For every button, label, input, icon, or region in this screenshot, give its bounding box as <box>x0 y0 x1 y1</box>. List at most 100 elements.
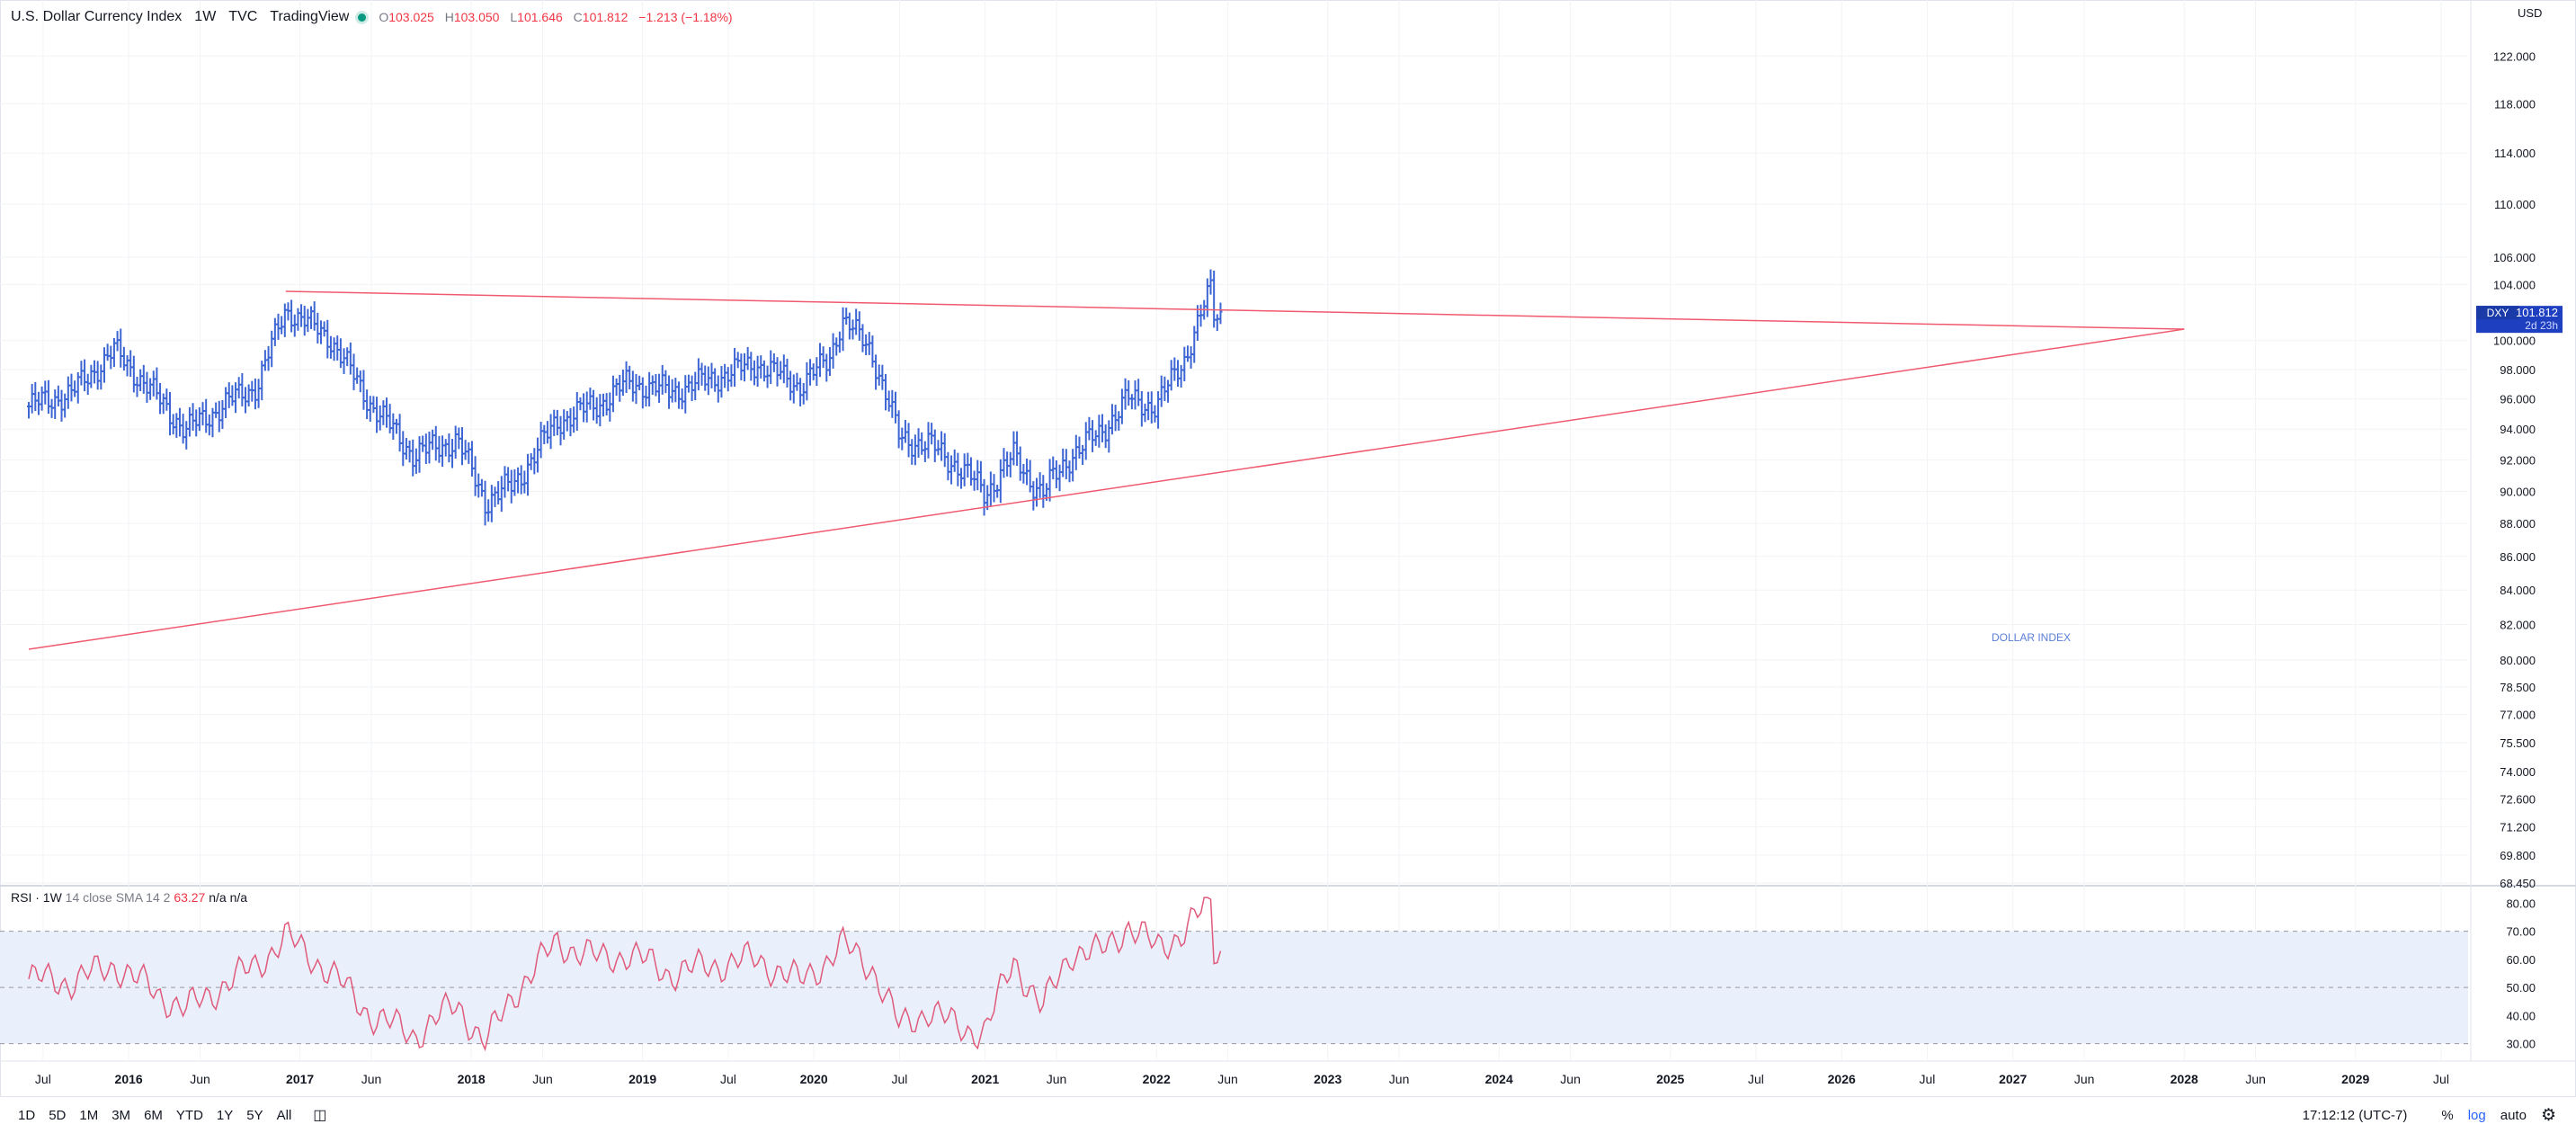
y-tick-label: 92.000 <box>2500 453 2536 467</box>
high-value: 103.050 <box>453 10 500 24</box>
y-tick-label: 78.500 <box>2500 681 2536 694</box>
x-tick-label: 2019 <box>628 1072 656 1086</box>
close-label: C <box>573 10 583 24</box>
y-tick-label: 82.000 <box>2500 619 2536 632</box>
ohlc-values: O103.025 H103.050 L101.646 C101.812 −1.2… <box>379 10 739 24</box>
range-button-ytd[interactable]: YTD <box>175 1107 203 1123</box>
x-tick-label: 2024 <box>1485 1072 1513 1086</box>
y-tick-label: 77.000 <box>2500 709 2536 722</box>
x-tick-label: 2029 <box>2341 1072 2369 1086</box>
x-tick-label: 2028 <box>2170 1072 2198 1086</box>
x-tick-label: Jun <box>190 1072 210 1086</box>
x-tick-label: Jul <box>1920 1072 1936 1086</box>
x-tick-label: Jul <box>2433 1072 2449 1086</box>
rsi-tick-label: 70.00 <box>2506 925 2536 939</box>
x-tick-label: 2020 <box>800 1072 828 1086</box>
y-tick-label: 98.000 <box>2500 363 2536 377</box>
auto-toggle[interactable]: auto <box>2500 1107 2527 1123</box>
range-buttons: 1D 5D 1M 3M 6M YTD 1Y 5Y All <box>18 1108 291 1123</box>
open-label: O <box>379 10 389 24</box>
x-tick-label: Jun <box>1560 1072 1581 1086</box>
x-tick-label: Jun <box>1217 1072 1238 1086</box>
x-tick-label: 2016 <box>115 1072 143 1086</box>
y-tick-label: 104.000 <box>2493 278 2536 291</box>
rsi-na-1: n/a <box>209 890 227 905</box>
x-tick-label: 2022 <box>1143 1072 1171 1086</box>
x-tick-label: 2027 <box>1999 1072 2027 1086</box>
y-tick-label: 69.800 <box>2500 849 2536 862</box>
gear-icon[interactable]: ⚙ <box>2540 1105 2556 1125</box>
bar-countdown: 2d 23h <box>2525 319 2558 332</box>
y-tick-label: 110.000 <box>2494 198 2536 211</box>
rsi-line <box>28 897 1222 1052</box>
y-tick-label: 114.000 <box>2494 147 2536 160</box>
range-button-3m[interactable]: 3M <box>111 1107 131 1123</box>
rsi-tick-label: 40.00 <box>2506 1009 2536 1022</box>
dollar-index-annotation: DOLLAR INDEX <box>1992 631 2071 644</box>
y-tick-label: 94.000 <box>2500 423 2536 436</box>
price-chart[interactable]: Jul 2016 Jun 2017 Jun 2018 Jun 2019 Jul 2020 Jul 20… <box>0 0 2576 1097</box>
trendline <box>28 328 2185 650</box>
high-label: H <box>444 10 454 24</box>
x-tick-label: Jul <box>35 1072 51 1086</box>
percent-toggle[interactable]: % <box>2441 1107 2454 1123</box>
interval-label[interactable]: 1W <box>194 9 217 24</box>
x-tick-label: Jul <box>720 1072 736 1086</box>
y-tick-label: 122.000 <box>2493 49 2536 63</box>
range-button-1m[interactable]: 1M <box>79 1107 99 1123</box>
rsi-header: RSI · 1W 14 close SMA 14 2 63.27 n/a n/a <box>11 890 247 905</box>
symbol-box <box>2476 306 2519 320</box>
range-button-1d[interactable]: 1D <box>18 1107 36 1123</box>
trendline <box>285 290 2185 330</box>
y-tick-label: 88.000 <box>2500 517 2536 531</box>
exchange-label: TVC <box>228 9 258 24</box>
source-label: TradingView <box>270 9 350 24</box>
x-tick-label: Jun <box>532 1072 553 1086</box>
x-tick-label: 2018 <box>458 1072 486 1086</box>
y-tick-label: 68.450 <box>2500 877 2536 890</box>
x-tick-label: Jul <box>891 1072 907 1086</box>
range-button-all[interactable]: All <box>276 1107 292 1123</box>
y-tick-label: 90.000 <box>2500 485 2536 498</box>
y-tick-label: 72.600 <box>2500 792 2536 806</box>
goto-date-icon[interactable]: ◫ <box>313 1108 327 1123</box>
close-value: 101.812 <box>582 10 628 24</box>
rsi-na-2: n/a <box>229 890 248 905</box>
x-tick-label: Jul <box>1748 1072 1764 1086</box>
range-button-6m[interactable]: 6M <box>144 1107 163 1123</box>
y-tick-label: 84.000 <box>2500 584 2536 597</box>
x-tick-label: 2026 <box>1828 1072 1856 1086</box>
x-tick-label: 2021 <box>971 1072 999 1086</box>
rsi-tick-label: 80.00 <box>2506 897 2536 910</box>
y-tick-label: 75.500 <box>2500 736 2536 750</box>
last-price-symbol: DXY <box>2487 307 2509 319</box>
range-button-5d[interactable]: 5D <box>49 1107 67 1123</box>
y-tick-label: 86.000 <box>2500 550 2536 564</box>
y-tick-label: 118.000 <box>2494 97 2536 111</box>
y-tick-label: 71.200 <box>2500 820 2536 834</box>
range-button-1y[interactable]: 1Y <box>216 1107 234 1123</box>
range-button-5y[interactable]: 5Y <box>246 1107 263 1123</box>
rsi-tick-label: 30.00 <box>2506 1038 2536 1051</box>
x-tick-label: Jun <box>2245 1072 2266 1086</box>
rsi-tick-label: 60.00 <box>2506 953 2536 967</box>
x-tick-label: Jun <box>361 1072 382 1086</box>
x-tick-label: 2017 <box>286 1072 314 1086</box>
log-toggle[interactable]: log <box>2467 1107 2486 1123</box>
rsi-value: 63.27 <box>174 890 206 905</box>
y-tick-label: 96.000 <box>2500 393 2536 406</box>
symbol-title[interactable]: U.S. Dollar Currency Index <box>11 9 183 24</box>
last-price-value: 101.812 <box>2516 306 2558 319</box>
market-status-icon <box>358 13 367 22</box>
chart-header: U.S. Dollar Currency Index 1W TVC Tradin… <box>11 5 740 29</box>
change-value: −1.213 (−1.18%) <box>638 10 733 24</box>
y-tick-label: 74.000 <box>2500 765 2536 779</box>
bottom-right-controls: 17:12:12 (UTC-7) % log auto ⚙ <box>2303 1097 2576 1133</box>
bottom-toolbar: 1D 5D 1M 3M 6M YTD 1Y 5Y All ◫ 17:12:12 (UTC-7) … <box>0 1097 2576 1133</box>
rsi-params: 14 close SMA 14 2 <box>65 890 171 905</box>
clock-time[interactable]: 17:12:12 (UTC-7) <box>2302 1107 2408 1123</box>
x-tick-label: Jun <box>1047 1072 1067 1086</box>
y-tick-label: 80.000 <box>2500 654 2536 667</box>
currency-label[interactable]: USD <box>2518 6 2543 20</box>
rsi-name[interactable]: RSI · 1W <box>11 890 62 905</box>
